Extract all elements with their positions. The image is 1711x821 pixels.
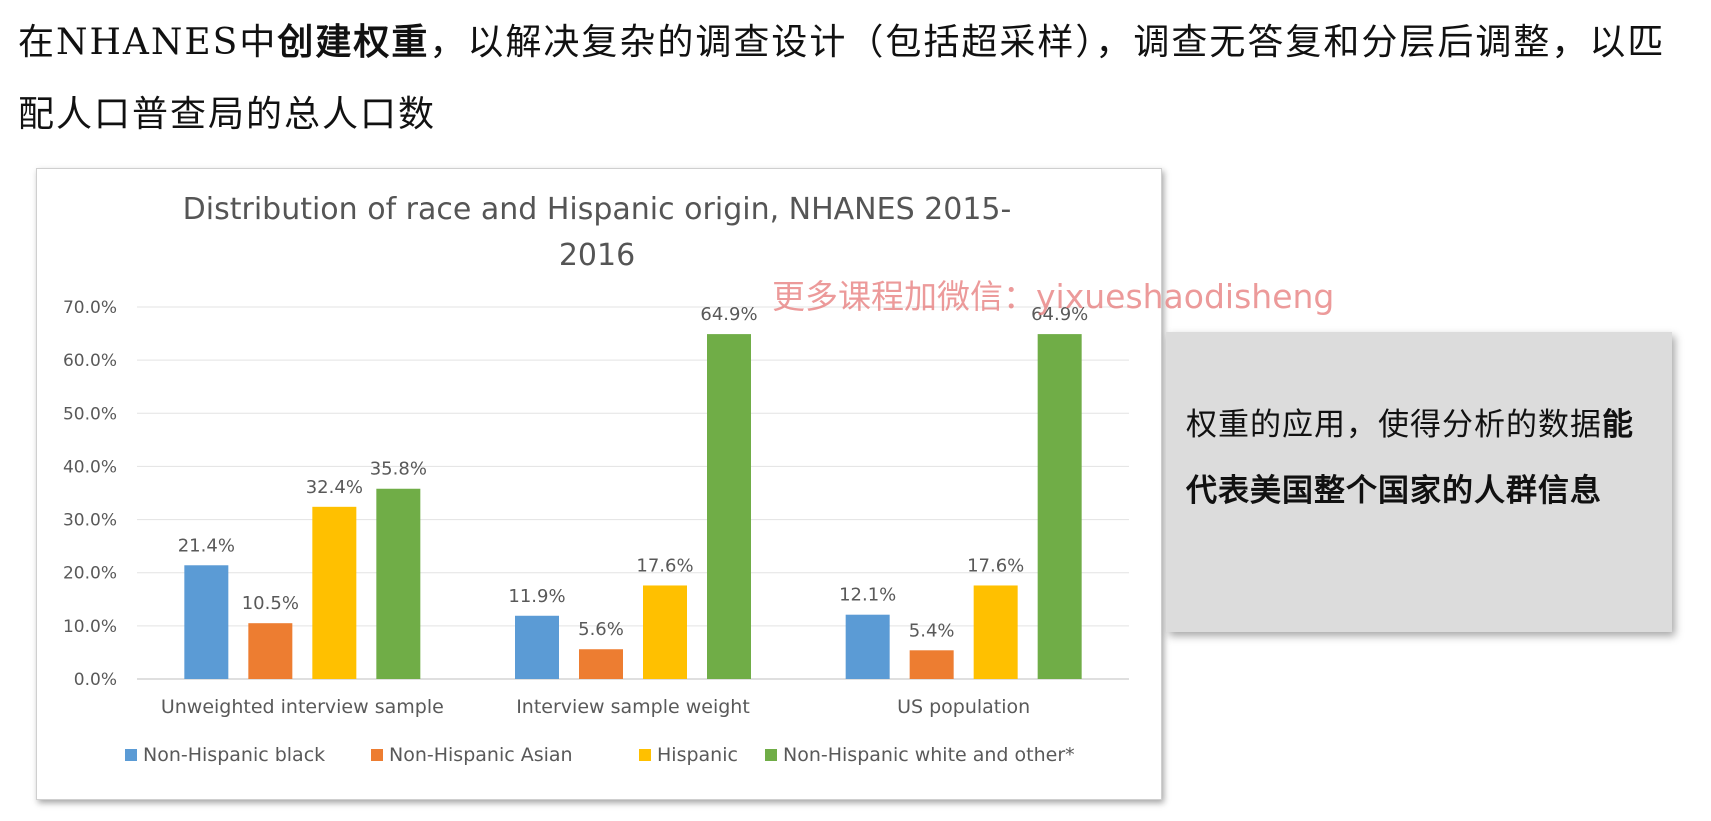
data-label: 17.6% [967,555,1024,576]
y-tick-label: 40.0% [63,457,117,477]
legend-swatch [765,749,777,761]
bar [376,488,421,679]
legend-swatch [125,749,137,761]
chart-title-line: Distribution of race and Hispanic origin… [183,192,1012,227]
watermark: 更多课程加微信：yixueshaodisheng [772,277,1335,316]
bar [643,585,687,679]
bar [845,614,890,679]
data-label: 64.9% [1031,304,1088,325]
legend-swatch [371,749,383,761]
y-tick-label: 70.0% [63,298,117,318]
bar [248,623,293,679]
y-tick-label: 30.0% [63,511,117,531]
data-label: 21.4% [178,535,235,556]
bar [184,565,229,679]
data-label: 64.9% [700,304,757,325]
bar [707,334,751,679]
x-category-label: Interview sample weight [516,696,750,718]
bar-chart: Distribution of race and Hispanic origin… [63,192,1129,766]
chart-title-line: 2016 [559,238,635,273]
data-label: 5.4% [909,620,955,641]
y-tick-label: 0.0% [74,670,117,690]
chart-frame: Distribution of race and Hispanic origin… [36,168,1162,800]
data-label: 12.1% [839,585,896,606]
bar [579,649,623,679]
data-label: 35.8% [370,459,427,480]
note-part1: 权重的应用，使得分析的数据 [1186,407,1602,443]
bar [515,615,559,679]
heading-part1: 在NHANES中 [18,22,278,63]
legend-label: Non-Hispanic Asian [389,744,573,766]
legend-label: Non-Hispanic black [143,744,325,766]
bar [1037,334,1082,679]
x-category-label: US population [897,696,1030,718]
y-tick-label: 50.0% [63,404,117,424]
y-tick-label: 20.0% [63,564,117,584]
legend-label: Non-Hispanic white and other* [783,744,1075,766]
legend-swatch [639,749,651,761]
slide-heading: 在NHANES中创建权重，以解决复杂的调查设计（包括超采样），调查无答复和分层后… [18,6,1698,151]
data-label: 17.6% [636,555,693,576]
legend-label: Hispanic [657,744,738,766]
note-text: 权重的应用，使得分析的数据能代表美国整个国家的人群信息 [1186,392,1656,524]
data-label: 32.4% [306,477,363,498]
note-bold: 能代表美国整个国家的人群信息 [1186,407,1634,509]
bar [909,650,954,679]
heading-part2: ，以解决复杂的调查设计（包括超采样），调查无答复和分层后调整，以匹配人口普查局的… [18,22,1666,135]
y-tick-label: 10.0% [63,617,117,637]
bar [973,585,1018,679]
y-tick-label: 60.0% [63,351,117,371]
x-category-label: Unweighted interview sample [161,696,444,718]
note-box: 权重的应用，使得分析的数据能代表美国整个国家的人群信息 [1166,332,1672,632]
data-label: 10.5% [242,593,299,614]
data-label: 5.6% [578,619,624,640]
bar [312,506,357,679]
heading-bold: 创建权重 [277,21,430,63]
data-label: 11.9% [508,586,565,607]
